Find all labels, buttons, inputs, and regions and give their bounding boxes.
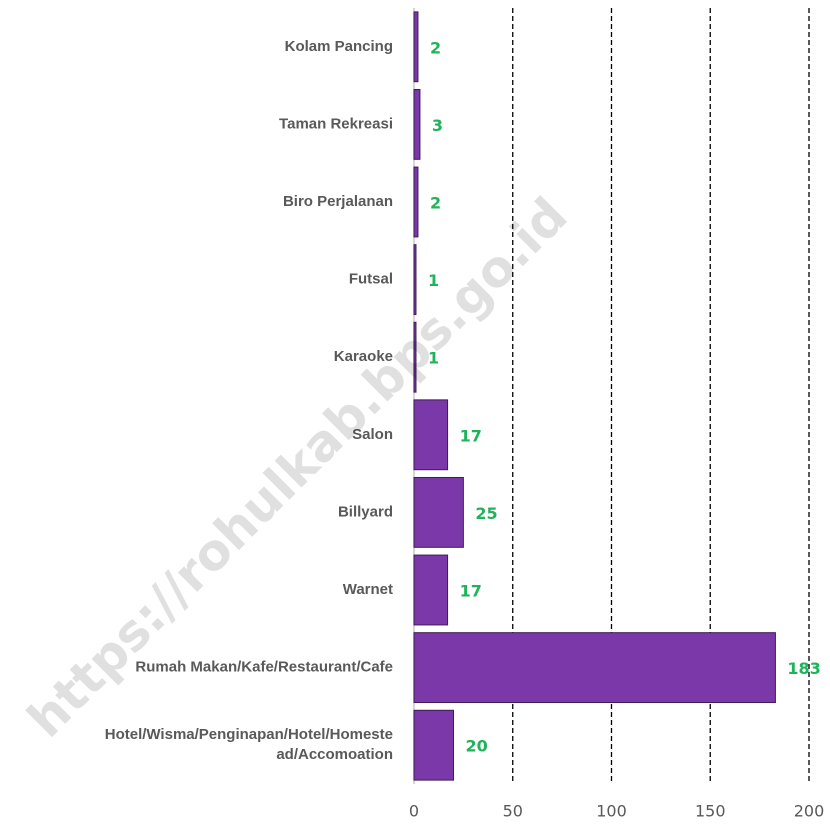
bar — [413, 632, 776, 704]
category-label: Kolam Pancing — [285, 38, 393, 55]
value-label: 2 — [430, 38, 441, 57]
category-label: Salon — [352, 426, 393, 443]
category-label: Billyard — [338, 503, 393, 520]
x-tick-label: 50 — [503, 802, 523, 821]
x-tick-label: 200 — [794, 802, 825, 821]
value-label: 183 — [787, 659, 820, 678]
value-label: 2 — [430, 194, 441, 213]
x-tick-label: 100 — [596, 802, 627, 821]
category-label: Futsal — [349, 271, 393, 288]
x-tick-label: 150 — [695, 802, 726, 821]
value-label: 17 — [460, 582, 482, 601]
bar — [413, 166, 419, 238]
bar — [413, 88, 421, 160]
value-label: 25 — [475, 504, 497, 523]
bar — [413, 321, 417, 393]
bar — [413, 244, 417, 316]
bar — [413, 399, 449, 471]
bar — [413, 554, 449, 626]
value-label: 1 — [428, 349, 439, 368]
category-label: Taman Rekreasi — [279, 115, 393, 132]
bar — [413, 709, 454, 781]
category-label: Rumah Makan/Kafe/Restaurant/Cafe — [135, 659, 393, 676]
value-label: 3 — [432, 116, 443, 135]
value-label: 17 — [460, 426, 482, 445]
x-tick-label: 0 — [409, 802, 419, 821]
category-label: Karaoke — [334, 348, 393, 365]
category-label: Hotel/Wisma/Penginapan/Hotel/Homeste ad/A… — [105, 726, 393, 763]
value-label: 20 — [466, 737, 488, 756]
bar — [413, 11, 419, 83]
value-label: 1 — [428, 271, 439, 290]
bar — [413, 476, 464, 548]
category-label: Warnet — [343, 581, 393, 598]
category-label: Biro Perjalanan — [283, 193, 393, 210]
